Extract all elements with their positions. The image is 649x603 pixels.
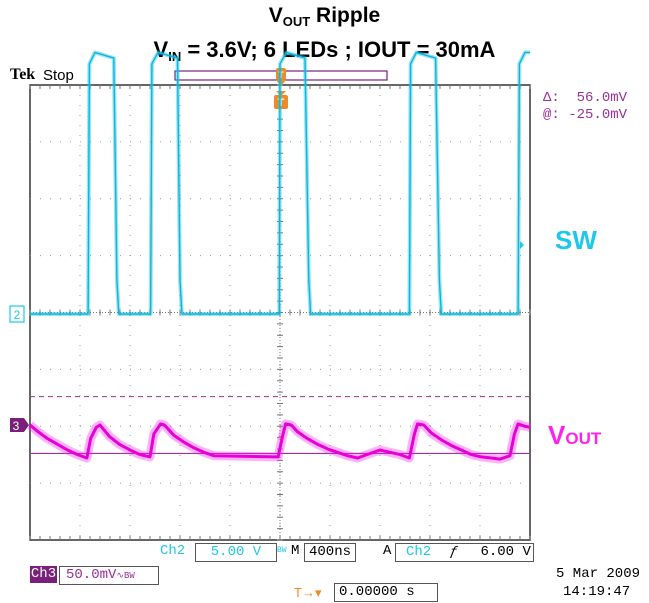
trigger-settings[interactable]: Ch2 ƒ 6.00 V: [395, 543, 534, 562]
acquisition-mode: A: [383, 543, 391, 559]
svg-text:3: 3: [13, 419, 20, 433]
date-readout: 5 Mar 2009: [556, 566, 640, 582]
ch2-bw-indicator: BW: [277, 546, 287, 555]
time-readout: 14:19:47: [563, 584, 630, 600]
ch2-ground-marker: 2: [10, 306, 24, 322]
svg-text:2: 2: [14, 308, 21, 322]
ch2-label: Ch2: [160, 543, 185, 559]
ch2-scale[interactable]: 5.00 V: [195, 543, 277, 562]
trigger-position-label: T→▾: [294, 585, 321, 601]
ch3-label: Ch3: [30, 566, 57, 583]
trigger-position-value[interactable]: 0.00000 s: [334, 583, 438, 602]
ch3-scale[interactable]: 50.0mV∿BW: [59, 566, 159, 585]
ch3-ground-marker: 3: [10, 418, 29, 433]
timebase-prefix: M: [291, 543, 299, 559]
timebase-value[interactable]: 400ns: [304, 543, 356, 562]
